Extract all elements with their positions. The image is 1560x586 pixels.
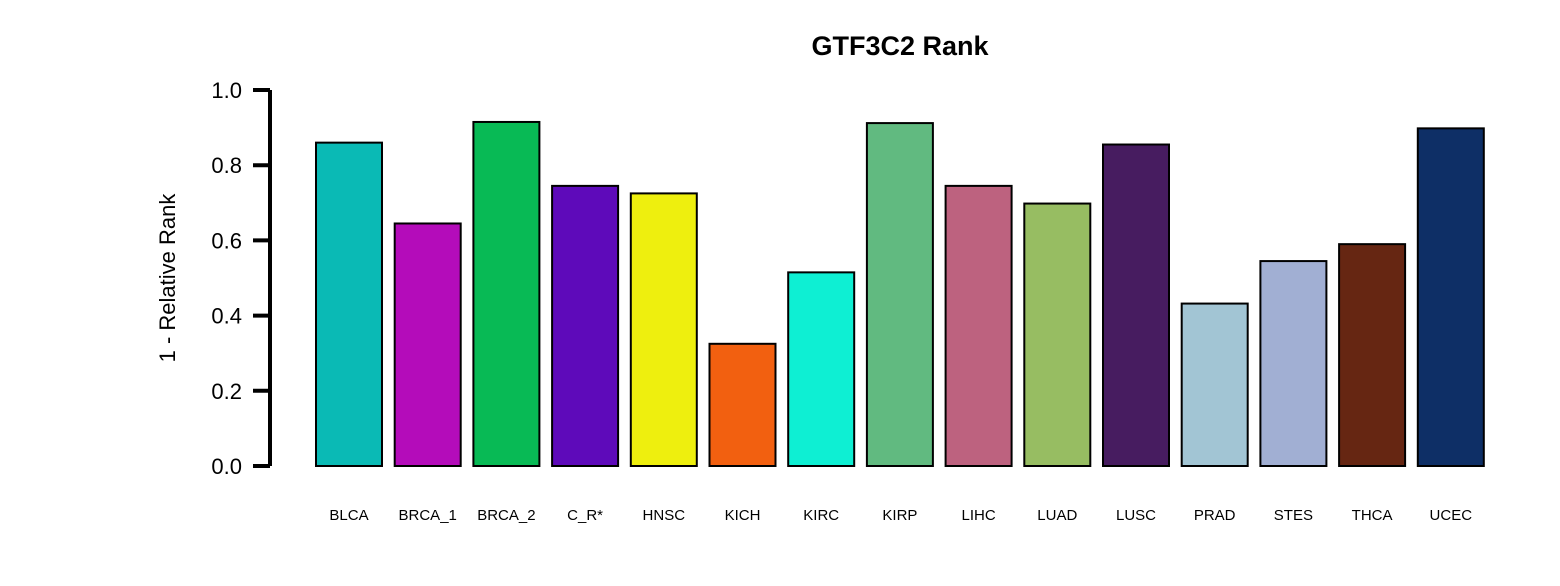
bar-kirp <box>865 122 934 467</box>
chart-title: GTF3C2 Rank <box>811 31 989 61</box>
y-tick-label: 0.2 <box>211 379 242 404</box>
x-tick-label: C_R* <box>567 507 603 524</box>
bar-brca-2 <box>472 120 541 468</box>
x-tick-label: BRCA_2 <box>477 507 535 524</box>
y-tick-label: 0.6 <box>211 228 242 253</box>
bars-group <box>315 120 1485 468</box>
bar-prad <box>1180 302 1249 467</box>
y-axis-label: 1 - Relative Rank <box>155 193 180 363</box>
x-tick-label: LUSC <box>1116 507 1156 524</box>
bar-stes <box>1259 260 1328 467</box>
bar-kirc <box>787 271 856 467</box>
bar-blca <box>315 141 383 467</box>
y-tick-label: 0.0 <box>211 454 242 479</box>
bar-thca <box>1338 243 1407 467</box>
bar-c-r <box>551 184 620 467</box>
bar-ucec <box>1416 127 1485 468</box>
y-axis: 0.0 0.2 0.4 0.6 0.8 1.0 <box>211 78 272 479</box>
y-tick-label: 0.8 <box>211 153 242 178</box>
x-tick-label: BLCA <box>329 507 368 524</box>
x-tick-label: KICH <box>725 507 761 524</box>
x-tick-label: HNSC <box>643 507 686 524</box>
bar-lihc <box>944 184 1013 467</box>
x-tick-label: UCEC <box>1430 507 1473 524</box>
bar-brca-1 <box>393 222 462 467</box>
x-tick-label: BRCA_1 <box>399 507 457 524</box>
x-tick-label: PRAD <box>1194 507 1236 524</box>
bar-kich <box>708 342 777 467</box>
x-tick-label: THCA <box>1352 507 1393 524</box>
x-tick-label: STES <box>1274 507 1313 524</box>
x-tick-labels: BLCA BRCA_1 BRCA_2 C_R* HNSC KICH KIRC KIRP LIHC… <box>329 507 1472 524</box>
x-tick-label: LIHC <box>962 507 996 524</box>
y-tick-label: 0.4 <box>211 304 242 329</box>
x-tick-label: LUAD <box>1037 507 1077 524</box>
bar-hnsc <box>629 192 698 467</box>
x-tick-label: KIRC <box>803 507 839 524</box>
bar-luad <box>1023 202 1092 467</box>
bar-lusc <box>1102 143 1170 468</box>
y-tick-label: 1.0 <box>211 78 242 103</box>
x-tick-label: KIRP <box>882 507 917 524</box>
